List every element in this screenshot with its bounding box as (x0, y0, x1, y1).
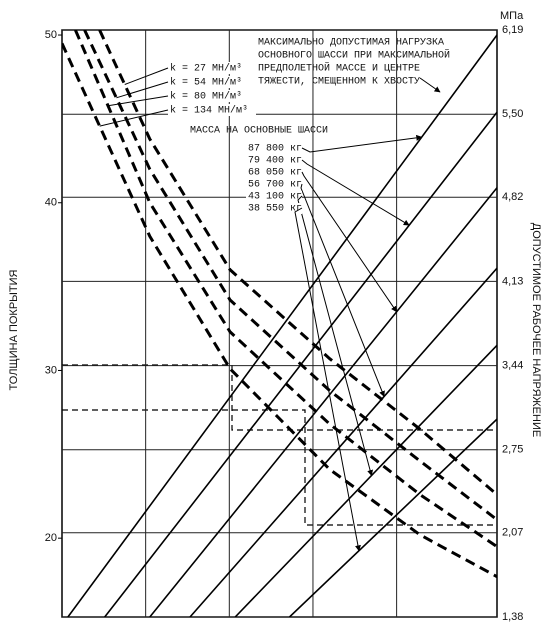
mass-line (234, 344, 497, 617)
mass-line (67, 34, 497, 617)
y2-axis-title: ДОПУСТИМОЕ РАБОЧЕЕ НАПРЯЖЕНИЕ (530, 223, 542, 437)
mass-line (189, 267, 497, 617)
legend-leader (301, 159, 410, 226)
legend-label: 38 550 кг (248, 204, 302, 215)
legend-leader (301, 171, 398, 313)
y-tick-label: 50 (45, 29, 57, 41)
legend-bg (168, 104, 256, 116)
legend-leader (107, 95, 169, 107)
annotation-line: МАКСИМАЛЬНО ДОПУСТИМАЯ НАГРУЗКА (258, 38, 444, 49)
legend-bg (246, 179, 302, 190)
y-tick-label: 40 (45, 197, 57, 209)
y2-tick-label: 3,44 (502, 360, 523, 372)
dashed-curve (98, 30, 497, 496)
legend-leader (300, 183, 385, 398)
annotation-line: ПРЕДПОЛЕТНОЙ МАССЕ И ЦЕНТРЕ (258, 61, 420, 75)
annotation-line: ТЯЖЕСТИ, СМЕЩЕННОМ К ХВОСТУ (258, 77, 420, 88)
y2-tick-label: 6,19 (502, 24, 523, 36)
legend-label: 43 100 кг (248, 192, 302, 203)
legend-label: k = 27 МН/м³ (170, 63, 242, 75)
legend-bg (168, 62, 256, 74)
legend-label: k = 134 МН/м³ (170, 105, 248, 117)
mass-title: МАССА НА ОСНОВНЫЕ ШАССИ (190, 126, 328, 137)
mass-line (288, 418, 497, 617)
dashed-curve (62, 42, 497, 579)
y2-tick-label: 2,75 (502, 444, 523, 456)
legend-leader (297, 195, 374, 477)
legend-label: k = 80 МН/м³ (170, 91, 242, 103)
legend-label: 68 050 кг (248, 168, 302, 179)
legend-bg (168, 90, 256, 102)
legend-leader (124, 67, 169, 85)
legend-bg (246, 143, 302, 154)
y-axis-title: ТОЛЩИНА ПОКРЫТИЯ (8, 269, 20, 390)
legend-bg (246, 167, 302, 178)
legend-label: 79 400 кг (248, 156, 302, 167)
dashed-curve (74, 30, 497, 548)
legend-bg (246, 191, 302, 202)
legend-label: 87 800 кг (248, 144, 302, 155)
legend-label: k = 54 МН/м³ (170, 77, 242, 89)
legend-leader (116, 81, 169, 99)
y2-tick-label: 4,82 (502, 191, 523, 203)
annotation: МАКСИМАЛЬНО ДОПУСТИМАЯ НАГРУЗКАОСНОВНОГО… (258, 38, 450, 88)
y-tick-label: 30 (45, 364, 57, 376)
legend-leader (301, 134, 423, 153)
y2-tick-label: 5,50 (502, 108, 523, 120)
annotation-arrow (419, 77, 441, 93)
y2-tick-label: 2,07 (502, 527, 523, 539)
mass-line (149, 187, 497, 617)
legend-bg (246, 203, 302, 214)
legend-bg (168, 76, 256, 88)
example-path (62, 364, 497, 526)
y2-tick-label: 4,13 (502, 275, 523, 287)
legend-leader (99, 109, 169, 127)
y-tick-label: 20 (45, 532, 57, 544)
legend-leader (294, 207, 361, 552)
y2-tick-label: 1,38 (502, 611, 523, 623)
y2-unit: МПа (500, 10, 524, 22)
annotation-line: ОСНОВНОГО ШАССИ ПРИ МАКСИМАЛЬНОЙ (258, 48, 450, 62)
dashed-curve (83, 30, 497, 521)
legend-bg (246, 155, 302, 166)
legend-label: 56 700 кг (248, 180, 302, 191)
